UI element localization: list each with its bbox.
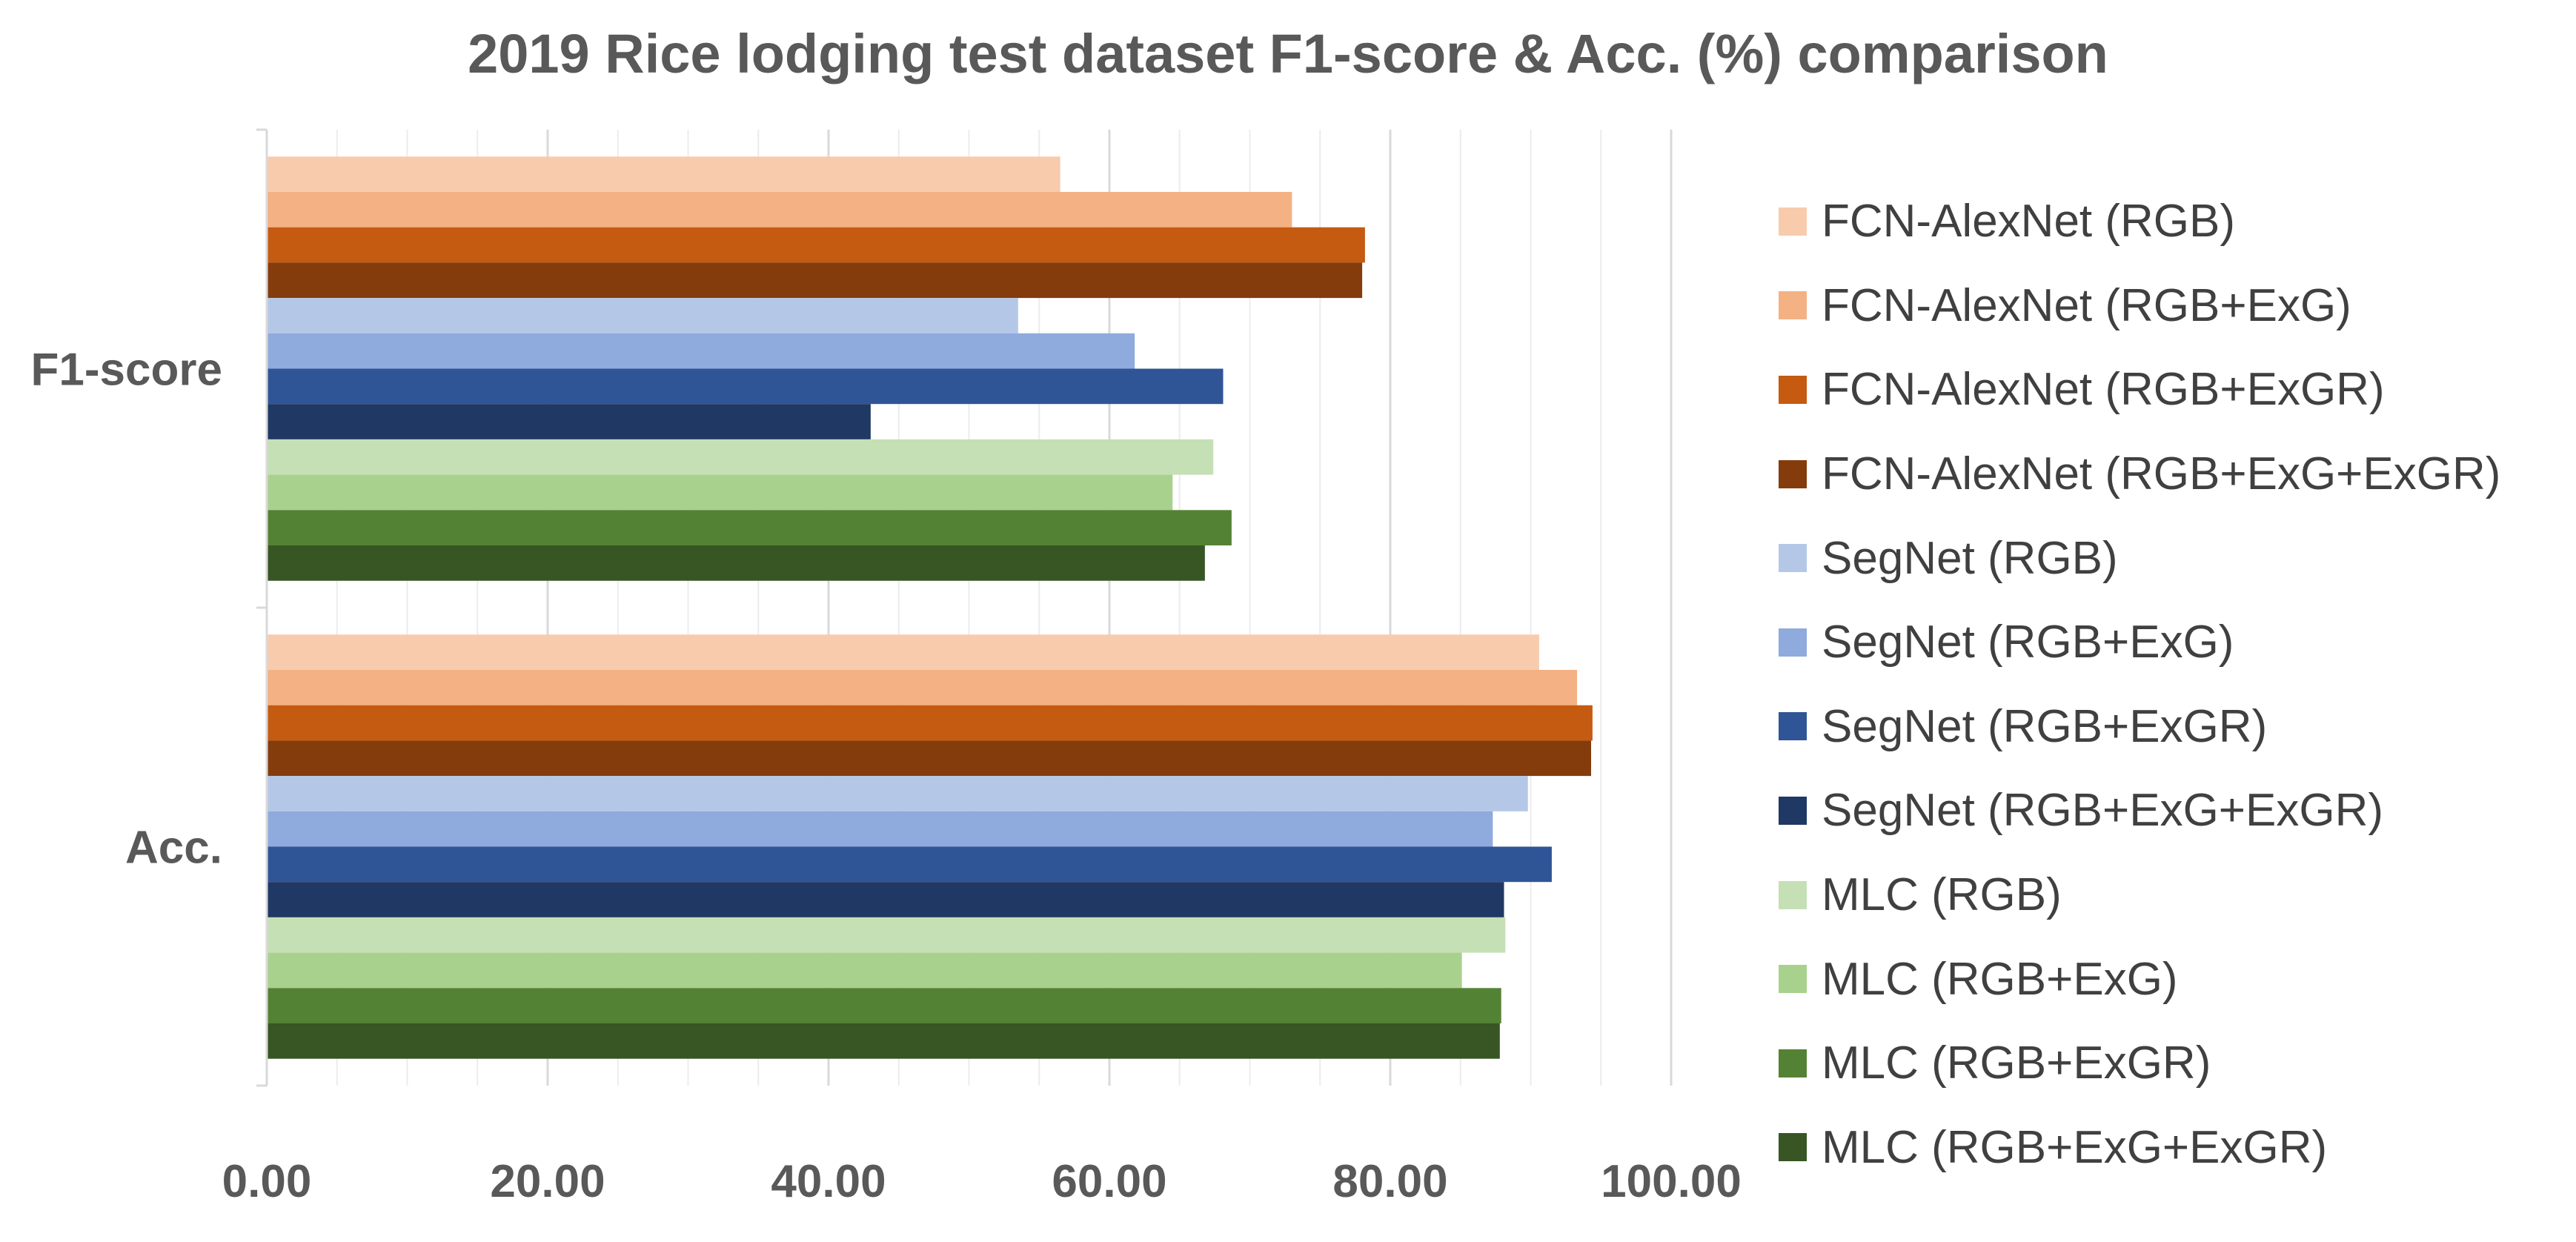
bar: [267, 634, 1539, 670]
category-label: Acc.: [125, 823, 222, 874]
legend-item: FCN-AlexNet (RGB+ExG+ExGR): [1779, 432, 2564, 517]
legend-swatch: [1779, 375, 1807, 404]
legend-label: MLC (RGB+ExG): [1822, 953, 2178, 1005]
bar: [267, 776, 1528, 811]
legend-swatch: [1779, 1049, 1807, 1077]
bar: [267, 368, 1224, 405]
bar: [267, 705, 1593, 741]
legend-label: FCN-AlexNet (RGB+ExGR): [1822, 364, 2385, 416]
legend-item: FCN-AlexNet (RGB+ExG): [1779, 264, 2564, 348]
legend-label: SegNet (RGB): [1822, 532, 2118, 584]
legend-label: SegNet (RGB+ExG+ExGR): [1822, 785, 2384, 837]
legend-label: FCN-AlexNet (RGB+ExG): [1822, 279, 2351, 331]
x-tick-label: 20.00: [490, 1156, 605, 1207]
x-tick-label: 100.00: [1601, 1156, 1742, 1207]
legend-item: SegNet (RGB+ExG+ExGR): [1779, 768, 2564, 853]
bar: [267, 1023, 1500, 1059]
bar: [267, 988, 1501, 1023]
legend-label: MLC (RGB): [1822, 869, 2062, 921]
bar: [267, 811, 1493, 847]
legend-item: SegNet (RGB+ExGR): [1779, 685, 2564, 769]
bar: [267, 846, 1552, 883]
legend-swatch: [1779, 544, 1807, 573]
legend-label: FCN-AlexNet (RGB+ExG+ExGR): [1822, 448, 2501, 500]
legend-item: FCN-AlexNet (RGB+ExGR): [1779, 348, 2564, 432]
legend-swatch: [1779, 880, 1807, 909]
x-tick-label: 80.00: [1332, 1156, 1447, 1207]
legend-item: MLC (RGB+ExG): [1779, 937, 2564, 1021]
bar: [267, 474, 1173, 511]
bar: [267, 156, 1060, 192]
legend: FCN-AlexNet (RGB) FCN-AlexNet (RGB+ExG) FC…: [1779, 179, 2564, 1189]
chart-title: 2019 Rice lodging test dataset F1-score …: [468, 23, 2108, 84]
x-tick-label: 60.00: [1052, 1156, 1166, 1207]
bar: [267, 952, 1462, 989]
legend-label: MLC (RGB+ExGR): [1822, 1037, 2211, 1089]
category-label: F1-score: [31, 345, 222, 396]
x-tick-label: 40.00: [771, 1156, 886, 1207]
legend-item: SegNet (RGB+ExG): [1779, 600, 2564, 685]
bar: [267, 917, 1506, 953]
legend-item: MLC (RGB): [1779, 853, 2564, 937]
bar: [267, 333, 1135, 369]
legend-swatch: [1779, 291, 1807, 320]
bar: [267, 404, 871, 439]
legend-swatch: [1779, 796, 1807, 825]
legend-label: SegNet (RGB+ExG): [1822, 617, 2234, 668]
bar: [267, 670, 1578, 705]
legend-swatch: [1779, 1133, 1807, 1162]
legend-label: FCN-AlexNet (RGB): [1822, 196, 2236, 248]
legend-swatch: [1779, 712, 1807, 741]
legend-swatch: [1779, 459, 1807, 488]
bar: [267, 298, 1018, 333]
legend-swatch: [1779, 628, 1807, 657]
legend-item: SegNet (RGB): [1779, 516, 2564, 600]
bar: [267, 740, 1591, 777]
bar: [267, 545, 1205, 581]
bar: [267, 439, 1214, 475]
bar: [267, 192, 1292, 228]
legend-item: MLC (RGB+ExG+ExGR): [1779, 1106, 2564, 1190]
bar: [267, 510, 1232, 545]
bar: [267, 882, 1504, 917]
legend-label: SegNet (RGB+ExGR): [1822, 700, 2268, 752]
bar: [267, 262, 1363, 299]
legend-swatch: [1779, 207, 1807, 236]
bar: [267, 227, 1365, 263]
legend-item: MLC (RGB+ExGR): [1779, 1021, 2564, 1106]
legend-label: MLC (RGB+ExG+ExGR): [1822, 1121, 2328, 1173]
legend-swatch: [1779, 965, 1807, 994]
legend-item: FCN-AlexNet (RGB): [1779, 179, 2564, 264]
x-tick-label: 0.00: [222, 1156, 312, 1207]
